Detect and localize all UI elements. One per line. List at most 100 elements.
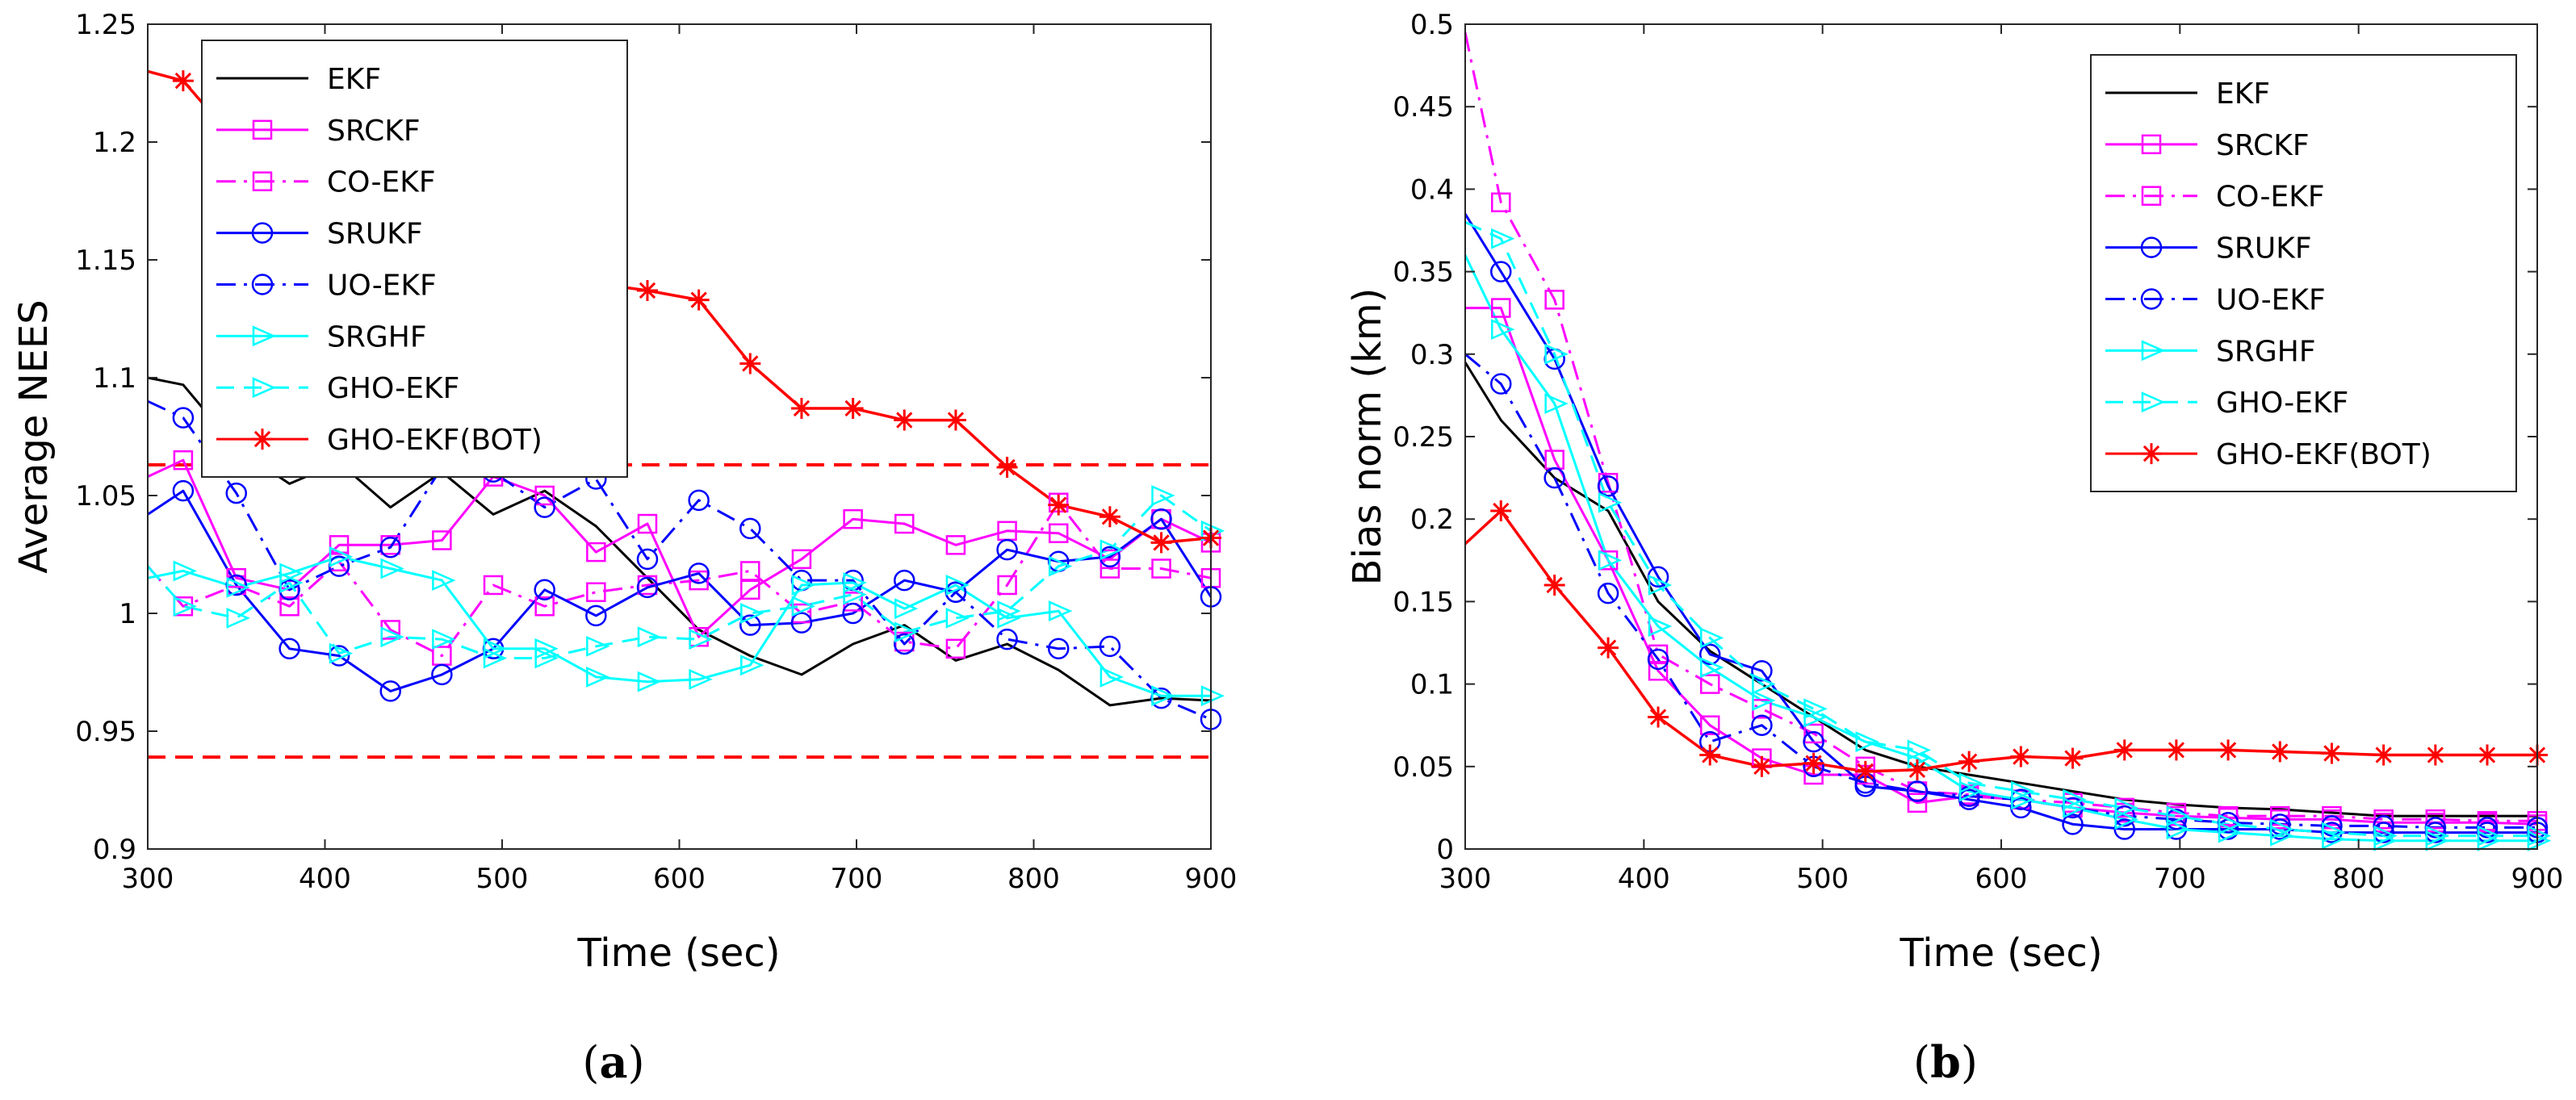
- series-5-point-14: [843, 572, 867, 593]
- series-6-point-15: [2218, 813, 2243, 835]
- x-tick-label: 300: [1439, 863, 1492, 895]
- series-7-point-1: [172, 70, 194, 92]
- series-6-point-14: [2166, 805, 2191, 827]
- legend-marker-5: [252, 325, 277, 347]
- series-7-point-12: [739, 353, 761, 374]
- series-7-point-20: [1150, 532, 1172, 554]
- series-3-point-14: [842, 602, 864, 625]
- series-5-point-4: [329, 546, 354, 567]
- series-1-point-16: [945, 535, 966, 555]
- y-tick-label: 0.1: [1410, 669, 1454, 701]
- series-7-point-17: [2321, 742, 2343, 764]
- legend-marker-1: [2141, 134, 2162, 155]
- series-1-point-1: [173, 450, 194, 471]
- series-6-point-14: [843, 583, 867, 605]
- series-2-point-1: [1491, 192, 1511, 213]
- legend-label-7: GHO-EKF(BOT): [2216, 438, 2431, 471]
- series-line-4: [147, 399, 1212, 721]
- series-7-point-16: [945, 409, 966, 431]
- series-4-point-3: [1597, 582, 1619, 604]
- series-7-point-14: [842, 397, 864, 419]
- x-tick-label: 700: [831, 863, 883, 895]
- series-3-point-8: [534, 579, 555, 601]
- legend-label-4: UO-EKF: [2216, 283, 2326, 316]
- legend-label-5: SRGHF: [2216, 335, 2316, 368]
- y-tick-label: 0.05: [1393, 751, 1454, 784]
- series-2-point-16: [945, 638, 966, 659]
- series-1-point-8: [534, 485, 555, 506]
- series-5-point-2: [226, 576, 250, 598]
- series-6-point-9: [586, 635, 610, 657]
- series-6-point-5: [380, 626, 404, 648]
- series-3-point-1: [1490, 261, 1512, 282]
- series-4-point-12: [739, 517, 761, 540]
- series-6-point-10: [637, 626, 662, 648]
- series-7-point-9: [1906, 759, 1928, 780]
- series-7-point-11: [2010, 746, 2032, 767]
- series-5-point-3: [1598, 550, 1623, 571]
- series-7-point-18: [2373, 744, 2394, 766]
- series-6-point-19: [2425, 825, 2449, 847]
- legend-label-2: CO-EKF: [2216, 181, 2325, 214]
- series-2-point-19: [1100, 558, 1120, 579]
- legend-label-0: EKF: [2216, 77, 2270, 111]
- series-6-point-21: [2527, 825, 2552, 847]
- x-tick-label: 500: [476, 863, 529, 895]
- y-tick-label: 0.45: [1393, 91, 1454, 123]
- x-tick-label: 500: [1796, 863, 1849, 895]
- series-6-point-6: [432, 629, 456, 650]
- series-3-point-3: [1597, 475, 1619, 497]
- series-6-point-18: [2373, 825, 2398, 847]
- series-3-point-6: [1751, 659, 1773, 682]
- x-tick-label: 700: [2154, 863, 2206, 895]
- series-7-point-18: [1048, 494, 1070, 516]
- series-5-point-6: [432, 570, 456, 592]
- legend-marker-2: [2141, 186, 2162, 206]
- legend-label-6: GHO-EKF: [2216, 387, 2348, 420]
- x-tick-label: 600: [653, 863, 706, 895]
- series-4-point-19: [1099, 635, 1121, 658]
- x-tick-label: 400: [1618, 863, 1670, 895]
- series-markers: [1490, 192, 2552, 851]
- series-3-point-9: [585, 604, 607, 627]
- series-6-point-1: [1491, 228, 1515, 249]
- series-7-point-20: [2477, 744, 2499, 766]
- legend-label-3: SRUKF: [2216, 232, 2312, 266]
- series-3-point-15: [894, 569, 915, 592]
- series-4-point-10: [636, 548, 659, 571]
- y-tick-label: 0: [1436, 834, 1454, 866]
- series-6-point-17: [2322, 822, 2346, 843]
- caption-a-letter: a: [600, 1036, 628, 1088]
- series-3-point-3: [279, 638, 300, 660]
- series-5-point-6: [1752, 690, 1776, 711]
- y-tick-label: 0.35: [1393, 257, 1454, 289]
- series-7-point-5: [1699, 744, 1721, 766]
- y-tick-label: 1.2: [93, 127, 136, 159]
- series-5-point-10: [637, 671, 662, 692]
- series-line-2: [146, 501, 1212, 658]
- series-6-point-13: [791, 596, 816, 617]
- series-5-point-18: [1048, 600, 1073, 621]
- series-5-point-9: [586, 666, 610, 688]
- y-tick-label: 0.5: [1410, 9, 1454, 41]
- series-4-point-8: [534, 496, 555, 518]
- x-tick-label: 900: [2511, 863, 2564, 895]
- series-5-point-11: [689, 668, 713, 690]
- legend-label-4: UO-EKF: [327, 269, 437, 302]
- legend-label-7: GHO-EKF(BOT): [327, 424, 542, 457]
- series-3-point-5: [379, 680, 401, 702]
- panel-b-chart: 300 400 500 600 700 800 900 0 0.05 0.1 0.15 0.2 0.25…: [1345, 9, 2563, 976]
- series-4-point-6: [1751, 714, 1773, 736]
- series-5-point-19: [1100, 666, 1124, 688]
- series-7-point-10: [1958, 751, 1980, 772]
- series-7-point-10: [636, 279, 658, 301]
- series-7-point-15: [2218, 739, 2239, 761]
- x-tick-label: 600: [1975, 863, 2028, 895]
- series-2-point-9: [586, 582, 606, 602]
- legend-marker-6: [252, 377, 277, 399]
- y-tick-label: 1.25: [75, 9, 136, 41]
- series-1-point-18: [1048, 523, 1069, 543]
- series-5-point-13: [791, 575, 816, 596]
- series-7-point-4: [1648, 706, 1669, 728]
- axis-ticks: 300 400 500 600 700 800 900 0 0.05 0.1 0.15 0.2 0.25…: [1393, 9, 2563, 895]
